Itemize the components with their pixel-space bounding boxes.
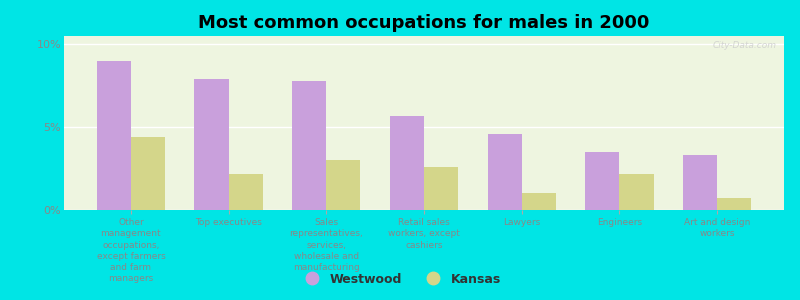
Bar: [229, 173, 263, 210]
Bar: [194, 79, 229, 210]
Text: City-Data.com: City-Data.com: [713, 41, 777, 50]
Bar: [326, 160, 361, 210]
Title: Most common occupations for males in 2000: Most common occupations for males in 200…: [198, 14, 650, 32]
Bar: [131, 137, 165, 210]
Bar: [390, 116, 424, 210]
Legend: Westwood, Kansas: Westwood, Kansas: [294, 268, 506, 291]
Bar: [97, 61, 131, 210]
Bar: [585, 152, 619, 210]
Bar: [683, 155, 717, 210]
Bar: [292, 81, 326, 210]
Bar: [522, 194, 556, 210]
Bar: [619, 173, 654, 210]
Bar: [717, 198, 751, 210]
Bar: [424, 167, 458, 210]
Bar: [487, 134, 522, 210]
